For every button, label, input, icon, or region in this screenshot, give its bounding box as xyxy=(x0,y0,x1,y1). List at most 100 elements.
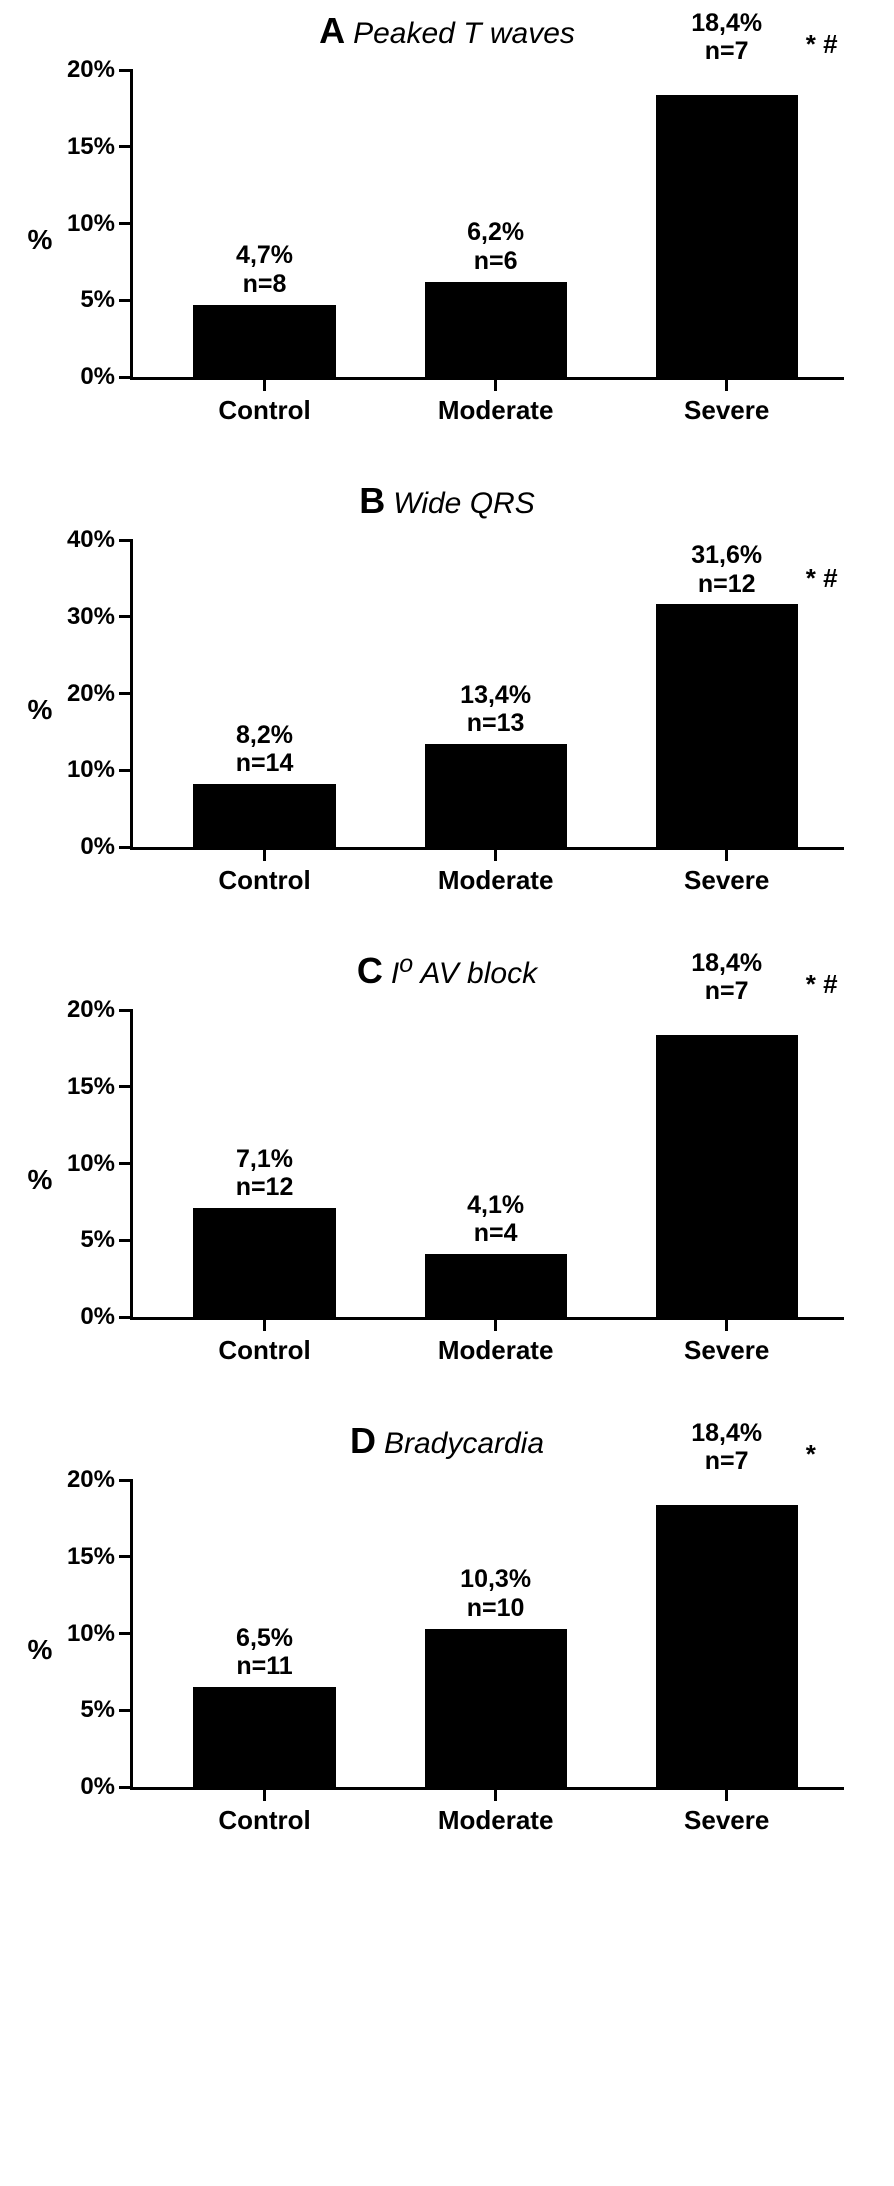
y-tick xyxy=(119,1479,133,1482)
chart-area: 0%5%10%15%20%Control4,7%n=8Moderate6,2%n… xyxy=(60,60,874,420)
y-tick xyxy=(119,1316,133,1319)
panel-subtitle: Io AV block xyxy=(391,957,537,990)
bar-value-label: 10,3%n=10 xyxy=(460,1565,531,1623)
bar-value-label: 18,4%n=7 xyxy=(691,9,762,67)
plot-region: 0%5%10%15%20%Control7,1%n=12Moderate4,1%… xyxy=(130,1010,844,1320)
x-tick xyxy=(263,1787,266,1801)
y-tick xyxy=(119,1555,133,1558)
x-tick xyxy=(263,377,266,391)
bar xyxy=(656,1035,798,1317)
x-tick xyxy=(494,847,497,861)
bar-value-label: 7,1%n=12 xyxy=(236,1145,294,1203)
y-tick-label: 10% xyxy=(67,756,115,784)
bar-value-label: 4,7%n=8 xyxy=(236,241,293,299)
panel-letter: C xyxy=(357,950,391,991)
plot-row: %0%5%10%15%20%Control6,5%n=11Moderate10,… xyxy=(20,1470,874,1830)
y-tick xyxy=(119,222,133,225)
panel-subtitle: Peaked T waves xyxy=(353,17,575,50)
y-axis-label: % xyxy=(20,1000,60,1360)
bar-value-label: 4,1%n=4 xyxy=(467,1191,524,1249)
y-tick xyxy=(119,1009,133,1012)
significance-marks: * xyxy=(806,1439,816,1470)
bar xyxy=(425,744,567,847)
bar xyxy=(425,282,567,377)
y-tick-label: 15% xyxy=(67,1543,115,1571)
x-tick xyxy=(494,377,497,391)
significance-marks: * # xyxy=(806,969,838,1000)
y-tick xyxy=(119,615,133,618)
chart-area: 0%5%10%15%20%Control7,1%n=12Moderate4,1%… xyxy=(60,1000,874,1360)
x-tick-label: Severe xyxy=(684,395,769,426)
bar xyxy=(656,604,798,847)
y-tick xyxy=(119,299,133,302)
y-axis-label: % xyxy=(20,60,60,420)
y-tick xyxy=(119,1085,133,1088)
y-tick xyxy=(119,376,133,379)
y-tick-label: 15% xyxy=(67,1073,115,1101)
plot-row: %0%5%10%15%20%Control4,7%n=8Moderate6,2%… xyxy=(20,60,874,420)
charts-container: APeaked T waves%0%5%10%15%20%Control4,7%… xyxy=(20,10,874,1830)
bar xyxy=(425,1254,567,1317)
y-tick-label: 0% xyxy=(80,1773,115,1801)
x-tick xyxy=(263,1317,266,1331)
x-tick-label: Severe xyxy=(684,1335,769,1366)
bar xyxy=(193,1208,335,1317)
y-tick xyxy=(119,769,133,772)
y-tick xyxy=(119,1786,133,1789)
plot-region: 0%10%20%30%40%Control8,2%n=14Moderate13,… xyxy=(130,540,844,850)
y-tick xyxy=(119,69,133,72)
y-tick-label: 5% xyxy=(80,1226,115,1254)
x-tick-label: Control xyxy=(218,1805,310,1836)
x-tick xyxy=(494,1317,497,1331)
panel-letter: D xyxy=(350,1420,384,1461)
y-tick-label: 10% xyxy=(67,210,115,238)
y-tick-label: 20% xyxy=(67,996,115,1024)
y-tick-label: 5% xyxy=(80,286,115,314)
x-tick-label: Moderate xyxy=(438,1805,554,1836)
y-tick-label: 0% xyxy=(80,833,115,861)
x-tick-label: Severe xyxy=(684,865,769,896)
y-tick xyxy=(119,539,133,542)
bar xyxy=(425,1629,567,1787)
x-tick xyxy=(725,847,728,861)
x-tick xyxy=(494,1787,497,1801)
panel-subtitle: Bradycardia xyxy=(384,1427,544,1460)
plot-row: %0%10%20%30%40%Control8,2%n=14Moderate13… xyxy=(20,530,874,890)
y-tick xyxy=(119,1239,133,1242)
y-tick xyxy=(119,846,133,849)
x-tick-label: Control xyxy=(218,1335,310,1366)
x-tick-label: Moderate xyxy=(438,395,554,426)
bar xyxy=(193,305,335,377)
y-tick-label: 0% xyxy=(80,363,115,391)
panel-c: CIo AV block%0%5%10%15%20%Control7,1%n=1… xyxy=(20,950,874,1360)
panel-title: BWide QRS xyxy=(20,480,874,522)
x-tick xyxy=(725,1317,728,1331)
chart-area: 0%5%10%15%20%Control6,5%n=11Moderate10,3… xyxy=(60,1470,874,1830)
bar-value-label: 18,4%n=7 xyxy=(691,1419,762,1477)
panel-subtitle: Wide QRS xyxy=(393,487,534,520)
y-tick-label: 20% xyxy=(67,1466,115,1494)
bar-value-label: 31,6%n=12 xyxy=(691,541,762,599)
y-tick xyxy=(119,692,133,695)
y-tick-label: 15% xyxy=(67,133,115,161)
y-tick xyxy=(119,1632,133,1635)
x-tick-label: Severe xyxy=(684,1805,769,1836)
x-tick-label: Moderate xyxy=(438,865,554,896)
panel-b: BWide QRS%0%10%20%30%40%Control8,2%n=14M… xyxy=(20,480,874,890)
significance-marks: * # xyxy=(806,29,838,60)
x-tick-label: Control xyxy=(218,865,310,896)
bar-value-label: 18,4%n=7 xyxy=(691,949,762,1007)
x-tick xyxy=(725,1787,728,1801)
y-axis-label: % xyxy=(20,1470,60,1830)
bar xyxy=(656,1505,798,1787)
plot-row: %0%5%10%15%20%Control7,1%n=12Moderate4,1… xyxy=(20,1000,874,1360)
x-tick-label: Moderate xyxy=(438,1335,554,1366)
significance-marks: * # xyxy=(806,563,838,594)
x-tick xyxy=(263,847,266,861)
y-tick xyxy=(119,1709,133,1712)
panel-d: DBradycardia%0%5%10%15%20%Control6,5%n=1… xyxy=(20,1420,874,1830)
y-tick-label: 0% xyxy=(80,1303,115,1331)
bar xyxy=(656,95,798,377)
y-tick-label: 40% xyxy=(67,526,115,554)
y-tick-label: 20% xyxy=(67,680,115,708)
